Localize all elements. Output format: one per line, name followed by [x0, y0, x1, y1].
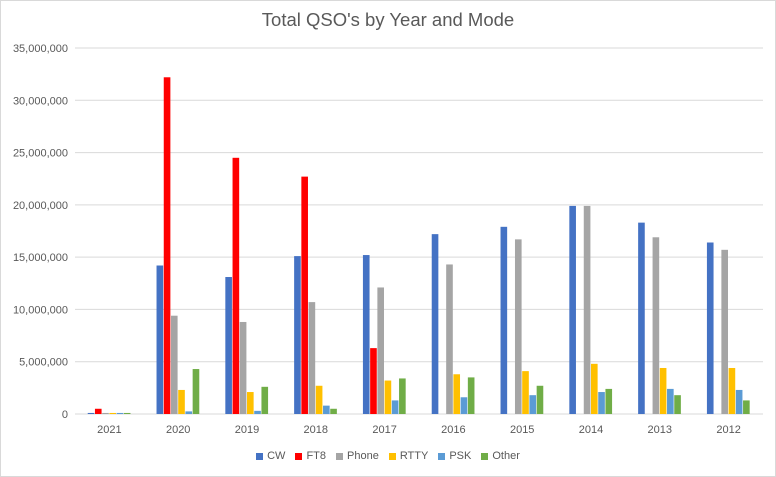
legend-item-phone: Phone: [336, 450, 379, 462]
bar-phone-2016: [446, 264, 453, 414]
bar-phone-2013: [652, 237, 660, 414]
legend-label: Phone: [347, 450, 379, 462]
bar-psk-2018: [323, 405, 330, 414]
y-tick-label: 15,000,000: [13, 252, 68, 264]
bar-phone-2017: [377, 287, 384, 414]
y-tick-label: 35,000,000: [13, 43, 68, 55]
bar-cw-2016: [431, 234, 439, 414]
bar-psk-2015: [529, 395, 537, 414]
bar-ft8-2021: [94, 408, 102, 414]
bar-ft8-2017: [370, 348, 377, 414]
bar-rtty-2020: [178, 389, 185, 414]
bar-other-2017: [399, 378, 406, 414]
y-tick-label: 30,000,000: [13, 95, 68, 107]
legend-label: PSK: [449, 450, 472, 462]
legend-swatch: [295, 452, 303, 460]
bar-rtty-2021: [109, 412, 117, 414]
bar-cw-2014: [569, 205, 576, 414]
bar-other-2020: [192, 369, 200, 414]
bar-other-2013: [674, 395, 681, 414]
bar-ft8-2019: [232, 157, 240, 415]
bar-psk-2013: [667, 388, 674, 414]
bar-psk-2014: [598, 392, 605, 414]
x-tick-label: 2020: [166, 424, 190, 436]
x-tick-label: 2013: [648, 424, 672, 436]
y-tick-label: 0: [62, 409, 68, 421]
bar-other-2021: [123, 412, 131, 414]
bar-rtty-2018: [315, 385, 323, 414]
legend-swatch: [256, 452, 264, 460]
bar-ft8-2018: [301, 176, 308, 414]
bar-rtty-2012: [728, 367, 736, 414]
bar-rtty-2017: [384, 380, 392, 414]
legend-item-psk: PSK: [438, 450, 471, 462]
bar-cw-2012: [706, 242, 714, 414]
bar-rtty-2019: [247, 392, 254, 414]
legend-swatch: [481, 452, 489, 460]
bar-phone-2019: [239, 321, 247, 414]
y-tick-label: 10,000,000: [13, 304, 68, 316]
bar-other-2015: [536, 385, 544, 414]
x-tick-label: 2019: [235, 424, 259, 436]
legend-item-ft8: FT8: [295, 450, 326, 462]
bar-other-2016: [467, 377, 475, 414]
legend-swatch: [336, 452, 343, 460]
legend-item-rtty: RTTY: [388, 450, 429, 462]
legend-label: RTTY: [399, 450, 429, 462]
bar-cw-2021: [87, 412, 95, 414]
bar-cw-2019: [225, 277, 232, 414]
bar-rtty-2014: [591, 363, 598, 414]
bar-phone-2012: [721, 249, 728, 414]
bar-other-2014: [605, 388, 613, 414]
bar-other-2019: [261, 386, 269, 414]
bar-rtty-2016: [453, 374, 461, 414]
bar-cw-2015: [500, 226, 508, 414]
bar-cw-2013: [638, 222, 645, 414]
bar-phone-2020: [170, 315, 178, 414]
bar-psk-2021: [116, 412, 124, 414]
x-tick-label: 2021: [97, 424, 121, 436]
bar-psk-2017: [391, 400, 399, 414]
x-tick-label: 2018: [304, 424, 328, 436]
y-tick-label: 25,000,000: [13, 148, 68, 160]
bar-other-2018: [330, 408, 337, 414]
bar-phone-2015: [514, 239, 522, 414]
legend-label: Other: [492, 450, 520, 462]
bar-phone-2018: [308, 302, 316, 414]
legend-swatch: [388, 452, 396, 460]
legend-item-cw: CW: [256, 450, 285, 462]
bar-psk-2016: [460, 397, 468, 414]
bar-rtty-2015: [522, 371, 529, 414]
bar-cw-2018: [294, 256, 301, 414]
legend-swatch: [438, 452, 446, 460]
bar-cw-2017: [362, 255, 370, 414]
y-tick-label: 5,000,000: [19, 357, 68, 369]
legend-label: CW: [267, 450, 286, 462]
chart-legend: CW FT8 Phone RTTY PSK Other: [0, 450, 776, 462]
y-tick-label: 20,000,000: [13, 200, 68, 212]
bar-psk-2019: [254, 410, 261, 414]
bar-cw-2020: [156, 265, 164, 414]
legend-label: FT8: [306, 450, 326, 462]
x-tick-label: 2015: [510, 424, 534, 436]
bar-ft8-2020: [163, 77, 171, 414]
bar-phone-2021: [102, 412, 109, 414]
x-tick-label: 2016: [441, 424, 465, 436]
x-tick-label: 2012: [716, 424, 740, 436]
bar-psk-2020: [185, 411, 193, 414]
bar-other-2012: [743, 400, 750, 414]
bar-rtty-2013: [659, 367, 667, 414]
x-tick-label: 2017: [372, 424, 396, 436]
chart-title: Total QSO's by Year and Mode: [261, 9, 515, 30]
x-tick-label: 2014: [579, 424, 603, 436]
bar-phone-2014: [583, 205, 591, 414]
bar-psk-2012: [735, 389, 743, 414]
legend-item-other: Other: [481, 450, 520, 462]
